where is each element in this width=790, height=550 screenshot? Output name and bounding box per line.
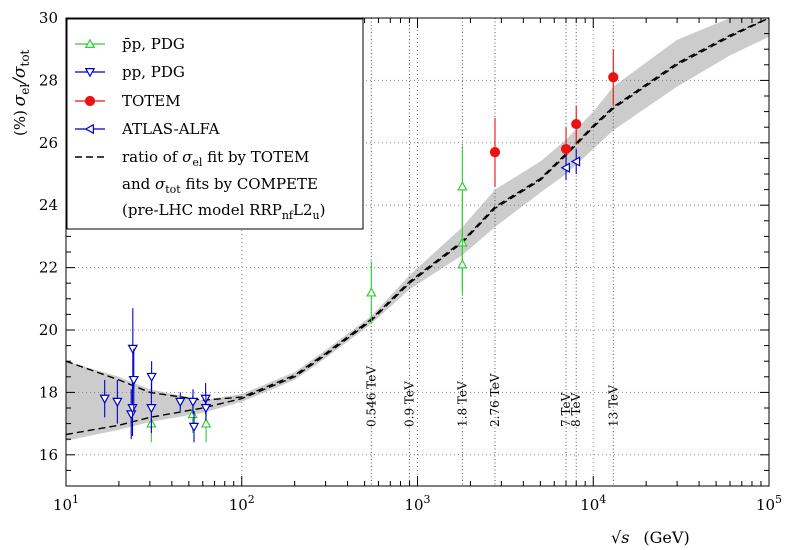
legend-label: TOTEM — [122, 92, 181, 110]
data-point — [175, 397, 186, 408]
data-point — [571, 118, 582, 130]
energy-marker-label: 7 TeV — [559, 392, 573, 427]
series-pp-pdg — [99, 308, 212, 443]
energy-marker-label: 1.8 TeV — [455, 381, 469, 427]
x-axis-unit: (GeV) — [643, 528, 689, 547]
data-point — [489, 147, 501, 158]
legend-fit-label: (pre-LHC model RRPnfL2u) — [122, 201, 325, 222]
legend-marker — [84, 95, 96, 107]
legend-box — [66, 18, 364, 230]
y-axis-sub1: el — [18, 84, 32, 95]
legend: p̄p, PDG pp, PDG TOTEM ATLAS-ALFA ratio of σ… — [66, 18, 364, 230]
data-point — [127, 344, 139, 355]
y-tick-label: 20 — [39, 321, 58, 339]
legend-entry: ATLAS-ALFA — [75, 120, 220, 138]
energy-marker-label: 0.9 TeV — [403, 381, 417, 427]
data-point — [112, 397, 123, 408]
legend-label: pp, PDG — [122, 63, 185, 81]
legend-fit-label: ratio of σel fit by TOTEM — [122, 148, 309, 169]
legend-entry: TOTEM — [75, 92, 181, 110]
energy-marker-label: 0.546 TeV — [364, 366, 378, 427]
data-point — [560, 143, 572, 155]
data-point — [608, 72, 619, 83]
legend-label: p̄p, PDG — [122, 35, 185, 53]
fit-band-layer — [66, 18, 769, 441]
tick-layer: 16 18 20 22 24 26 28 30 101 102 103 104 105 — [39, 9, 782, 514]
y-axis-main: σ — [10, 94, 30, 106]
legend-label: ATLAS-ALFA — [121, 120, 220, 138]
series-atlas-alfa — [560, 149, 581, 181]
legend-entry: pp, PDG — [75, 63, 185, 81]
data-point — [366, 287, 377, 297]
x-tick-label: 101 — [53, 493, 79, 514]
data-point — [200, 418, 212, 428]
data-point — [570, 156, 581, 167]
fit-uncertainty-band — [66, 18, 769, 441]
series-totem — [489, 49, 619, 187]
fit-curve-lower — [65, 17, 770, 436]
energy-marker-label: 8 TeV — [569, 392, 583, 427]
x-tick-label: 102 — [229, 493, 255, 514]
data-point — [146, 404, 157, 414]
data-point — [99, 394, 110, 405]
legend-marker — [84, 68, 96, 78]
legend-entry: p̄p, PDG — [75, 35, 185, 53]
x-tick-label: 103 — [404, 493, 430, 514]
y-tick-label: 22 — [39, 259, 58, 277]
data-point — [200, 404, 212, 414]
data-point — [127, 404, 138, 414]
x-axis-title: √s (GeV) — [611, 528, 690, 547]
data-point — [128, 375, 139, 386]
energy-marker-label: 2.76 TeV — [488, 373, 502, 427]
data-point — [187, 397, 199, 408]
energy-marker-label: 13 TeV — [606, 385, 620, 427]
x-tick-label: 105 — [756, 493, 782, 514]
y-tick-label: 18 — [39, 383, 58, 401]
y-axis-unit: (%) — [11, 110, 29, 136]
legend-fit-label: and σtot fits by COMPETE — [122, 175, 318, 196]
y-tick-label: 28 — [39, 71, 58, 89]
data-point — [188, 422, 200, 433]
series-p-p-pdg — [146, 145, 468, 443]
data-point — [457, 181, 468, 191]
y-axis-title: σel/σtot — [10, 49, 32, 106]
y-tick-label: 30 — [39, 9, 58, 27]
data-point — [457, 259, 468, 269]
legend-marker — [84, 123, 94, 135]
data-point — [560, 162, 570, 173]
y-tick-label: 26 — [39, 134, 58, 152]
legend-marker — [84, 38, 96, 48]
legend-entry-fit: ratio of σel fit by TOTEM and σtot fits b… — [75, 148, 325, 222]
x-axis-main: √s — [611, 528, 629, 547]
data-point — [146, 372, 157, 383]
y-axis-sub2: tot — [18, 49, 32, 66]
y-tick-label: 24 — [39, 196, 58, 214]
y-axis-slash: /σ — [10, 66, 30, 86]
x-tick-label: 104 — [580, 493, 606, 514]
data-layer — [99, 49, 619, 443]
y-tick-label: 16 — [39, 446, 58, 464]
